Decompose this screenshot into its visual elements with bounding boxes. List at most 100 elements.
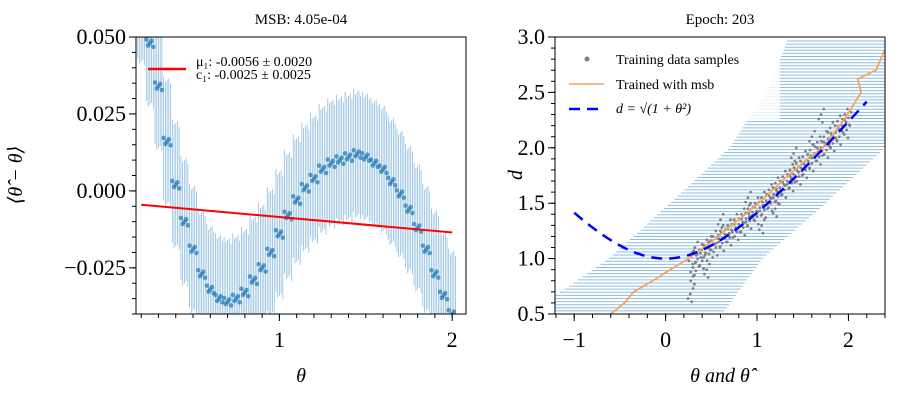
training-sample-point (776, 201, 780, 205)
left-y-axis-label: ⟨θ̂ − θ⟩ (5, 146, 27, 205)
data-point (351, 147, 356, 153)
training-sample-point (732, 218, 736, 222)
training-sample-point (764, 199, 768, 203)
data-point (315, 179, 320, 185)
training-sample-point (718, 246, 722, 249)
data-point (278, 229, 284, 234)
training-sample-point (770, 182, 774, 186)
training-sample-point (819, 163, 822, 166)
training-sample-point (788, 186, 791, 190)
training-sample-point (789, 156, 793, 160)
left-legend: μ₁: -0.0056 ± 0.0020 c₁: -0.0025 ± 0.002… (148, 55, 312, 83)
training-sample-point (719, 218, 722, 222)
right-x-axis-label: θ and θ̂ (690, 365, 758, 387)
training-sample-point (687, 259, 691, 263)
training-sample-point (715, 253, 719, 257)
training-sample-point (744, 217, 748, 221)
data-point (220, 300, 225, 305)
training-sample-point (703, 253, 707, 257)
training-sample-point (762, 190, 766, 194)
training-sample-point (712, 250, 716, 254)
training-sample-point (749, 227, 753, 231)
training-sample-point (799, 159, 802, 163)
data-point (144, 37, 149, 42)
data-point (204, 283, 210, 288)
training-sample-point (753, 219, 757, 223)
data-point (299, 181, 305, 187)
data-point (385, 175, 391, 181)
training-sample-point (845, 128, 849, 132)
data-point (247, 274, 253, 279)
training-sample-point (696, 240, 700, 244)
data-point (218, 294, 223, 299)
training-sample-point (785, 182, 789, 186)
y-tick-label: 0.000 (77, 178, 127, 203)
data-point (265, 246, 270, 252)
data-point (339, 155, 344, 161)
data-point (313, 173, 318, 179)
data-point (137, 0, 142, 5)
data-point (159, 87, 165, 93)
training-sample-point (746, 223, 749, 227)
training-sample-point (720, 241, 724, 245)
training-sample-point (708, 262, 711, 266)
training-sample-point (831, 141, 835, 145)
x-tick-label: 1 (274, 327, 285, 352)
training-sample-point (797, 175, 801, 179)
data-point (271, 253, 277, 259)
y-tick-label: 0.025 (77, 101, 127, 126)
training-sample-point (686, 297, 690, 300)
data-point (429, 267, 434, 273)
legend-samples-marker (584, 56, 590, 62)
training-sample-point (693, 282, 696, 286)
training-sample-point (748, 219, 752, 223)
training-sample-point (693, 261, 697, 265)
data-point (280, 235, 286, 240)
training-sample-point (832, 149, 836, 153)
training-sample-point (848, 124, 852, 128)
training-sample-point (842, 133, 846, 136)
data-point (235, 294, 241, 299)
training-sample-point (689, 279, 693, 283)
data-point (332, 164, 337, 170)
data-point (401, 195, 407, 200)
training-sample-point (817, 155, 821, 159)
data-point (425, 244, 431, 250)
training-sample-point (725, 240, 729, 244)
training-sample-point (749, 201, 753, 205)
legend-c-label: c₁: -0.0025 ± 0.0025 (196, 68, 311, 83)
data-point (420, 243, 426, 248)
training-sample-point (703, 272, 706, 276)
data-point (187, 243, 192, 248)
data-point (183, 217, 189, 222)
training-sample-point (792, 172, 795, 176)
data-point (287, 210, 293, 216)
training-sample-point (717, 237, 721, 241)
training-sample-point (698, 251, 702, 255)
training-sample-point (723, 232, 727, 236)
training-sample-point (760, 196, 763, 200)
training-sample-point (820, 139, 823, 143)
data-point (399, 189, 405, 194)
data-point (384, 170, 389, 176)
training-sample-point (776, 176, 780, 180)
training-sample-point (788, 168, 792, 172)
training-sample-point (714, 241, 718, 245)
data-point (296, 195, 301, 201)
training-sample-point (770, 209, 774, 213)
training-sample-point (691, 262, 694, 266)
data-point (408, 204, 414, 210)
training-sample-point (778, 186, 782, 190)
training-sample-point (767, 188, 771, 192)
training-sample-point (772, 196, 775, 200)
training-sample-point (767, 206, 770, 210)
training-sample-point (775, 215, 779, 218)
training-sample-point (760, 212, 764, 216)
training-sample-point (828, 126, 832, 130)
training-sample-point (808, 139, 811, 143)
training-sample-point (791, 163, 795, 166)
training-sample-point (690, 300, 694, 304)
training-sample-point (810, 156, 814, 160)
training-sample-point (793, 159, 797, 163)
